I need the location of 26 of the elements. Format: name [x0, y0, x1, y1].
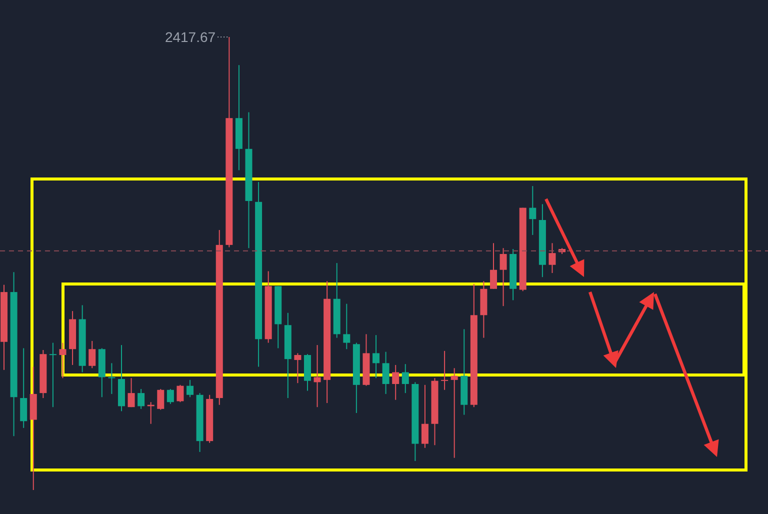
candlestick — [176, 384, 184, 403]
candlestick — [138, 388, 145, 410]
candlestick — [186, 379, 194, 398]
candlestick — [314, 344, 321, 408]
candlestick — [166, 388, 174, 404]
candlestick — [450, 368, 458, 458]
annotation: 2417.67 — [164, 29, 216, 45]
candlestick — [108, 362, 116, 394]
candlestick — [157, 388, 164, 410]
candlestick — [529, 186, 536, 236]
candlestick — [59, 342, 66, 379]
candlestick — [294, 352, 302, 384]
candlestick — [88, 340, 96, 369]
candlestick — [500, 248, 507, 307]
candlestick — [49, 342, 56, 408]
candlestick — [128, 378, 135, 408]
candlestick — [441, 350, 448, 390]
candlestick — [372, 334, 380, 379]
candlestick — [20, 348, 28, 428]
candlestick — [548, 242, 556, 274]
candlestick — [490, 242, 497, 290]
candlestick — [382, 351, 390, 394]
candlestick — [343, 303, 350, 350]
candlestick — [402, 364, 409, 394]
candlestick — [421, 384, 428, 448]
candlestick — [392, 364, 400, 400]
